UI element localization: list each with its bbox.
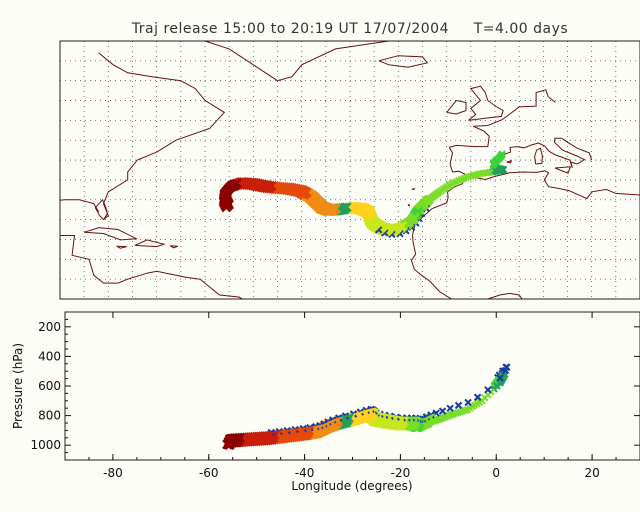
y-tick-label: 1000 (30, 438, 61, 452)
coastline (411, 170, 640, 236)
pressure-trajectory-mark (473, 393, 482, 401)
pressure-trajectory-mark (227, 435, 238, 445)
y-tick-label: 400 (38, 349, 61, 363)
y-tick-label: 600 (38, 379, 61, 393)
x-tick-label: 20 (584, 466, 599, 480)
coastline (134, 239, 166, 248)
pressure-trajectory-mark (501, 366, 510, 375)
coastline (446, 99, 467, 115)
coastline (378, 55, 429, 68)
pressure-trajectory-mark (446, 404, 454, 413)
pressure-trajectory-mark (484, 386, 492, 394)
y-tick-label: 200 (38, 320, 61, 334)
x-tick-label: -80 (103, 466, 123, 480)
pressure-trajectory-mark (454, 401, 463, 410)
coastline (506, 160, 513, 164)
coastline (534, 147, 543, 165)
coastlines (60, 41, 640, 299)
y-axis-title: Pressure (hPa) (11, 343, 25, 429)
coastline (411, 188, 416, 190)
coastline (410, 235, 523, 299)
coastline (468, 85, 504, 121)
plot-title: Traj release 15:00 to 20:19 UT 17/07/200… (131, 21, 569, 37)
pressure-trajectory-mark (438, 407, 447, 415)
coastline (60, 199, 201, 284)
pressure-panel: 200 400 600 800 1000 -80 -60 -40 -20 0 20 (30, 311, 640, 480)
coastline (169, 245, 179, 249)
coastline (448, 89, 556, 148)
pressure-axes: 200 400 600 800 1000 -80 -60 -40 -20 0 20 (30, 311, 640, 480)
pressure-trajectory (222, 363, 511, 450)
x-tick-label: -60 (199, 466, 219, 480)
x-tick-label: -20 (391, 466, 411, 480)
map-frame (59, 40, 640, 300)
map-trajectory-mark (224, 200, 234, 210)
coastline (407, 203, 411, 207)
pressure-trajectory-mark (464, 398, 472, 407)
map-gridlines (60, 41, 640, 299)
x-axis-title: Longitude (degrees) (291, 479, 412, 493)
pressure-frame (64, 311, 640, 461)
coastline (98, 52, 226, 220)
coastline (116, 245, 127, 249)
coastline (554, 166, 572, 174)
y-tick-label: 800 (38, 409, 61, 423)
pressure-trajectory-mark (496, 374, 504, 382)
coastline (204, 41, 389, 82)
coastline (84, 227, 139, 241)
x-tick-label: -40 (295, 466, 315, 480)
map-panel (59, 40, 640, 300)
x-tick-label: 0 (492, 466, 500, 480)
coastline (94, 198, 108, 220)
map-trajectory (218, 150, 508, 239)
